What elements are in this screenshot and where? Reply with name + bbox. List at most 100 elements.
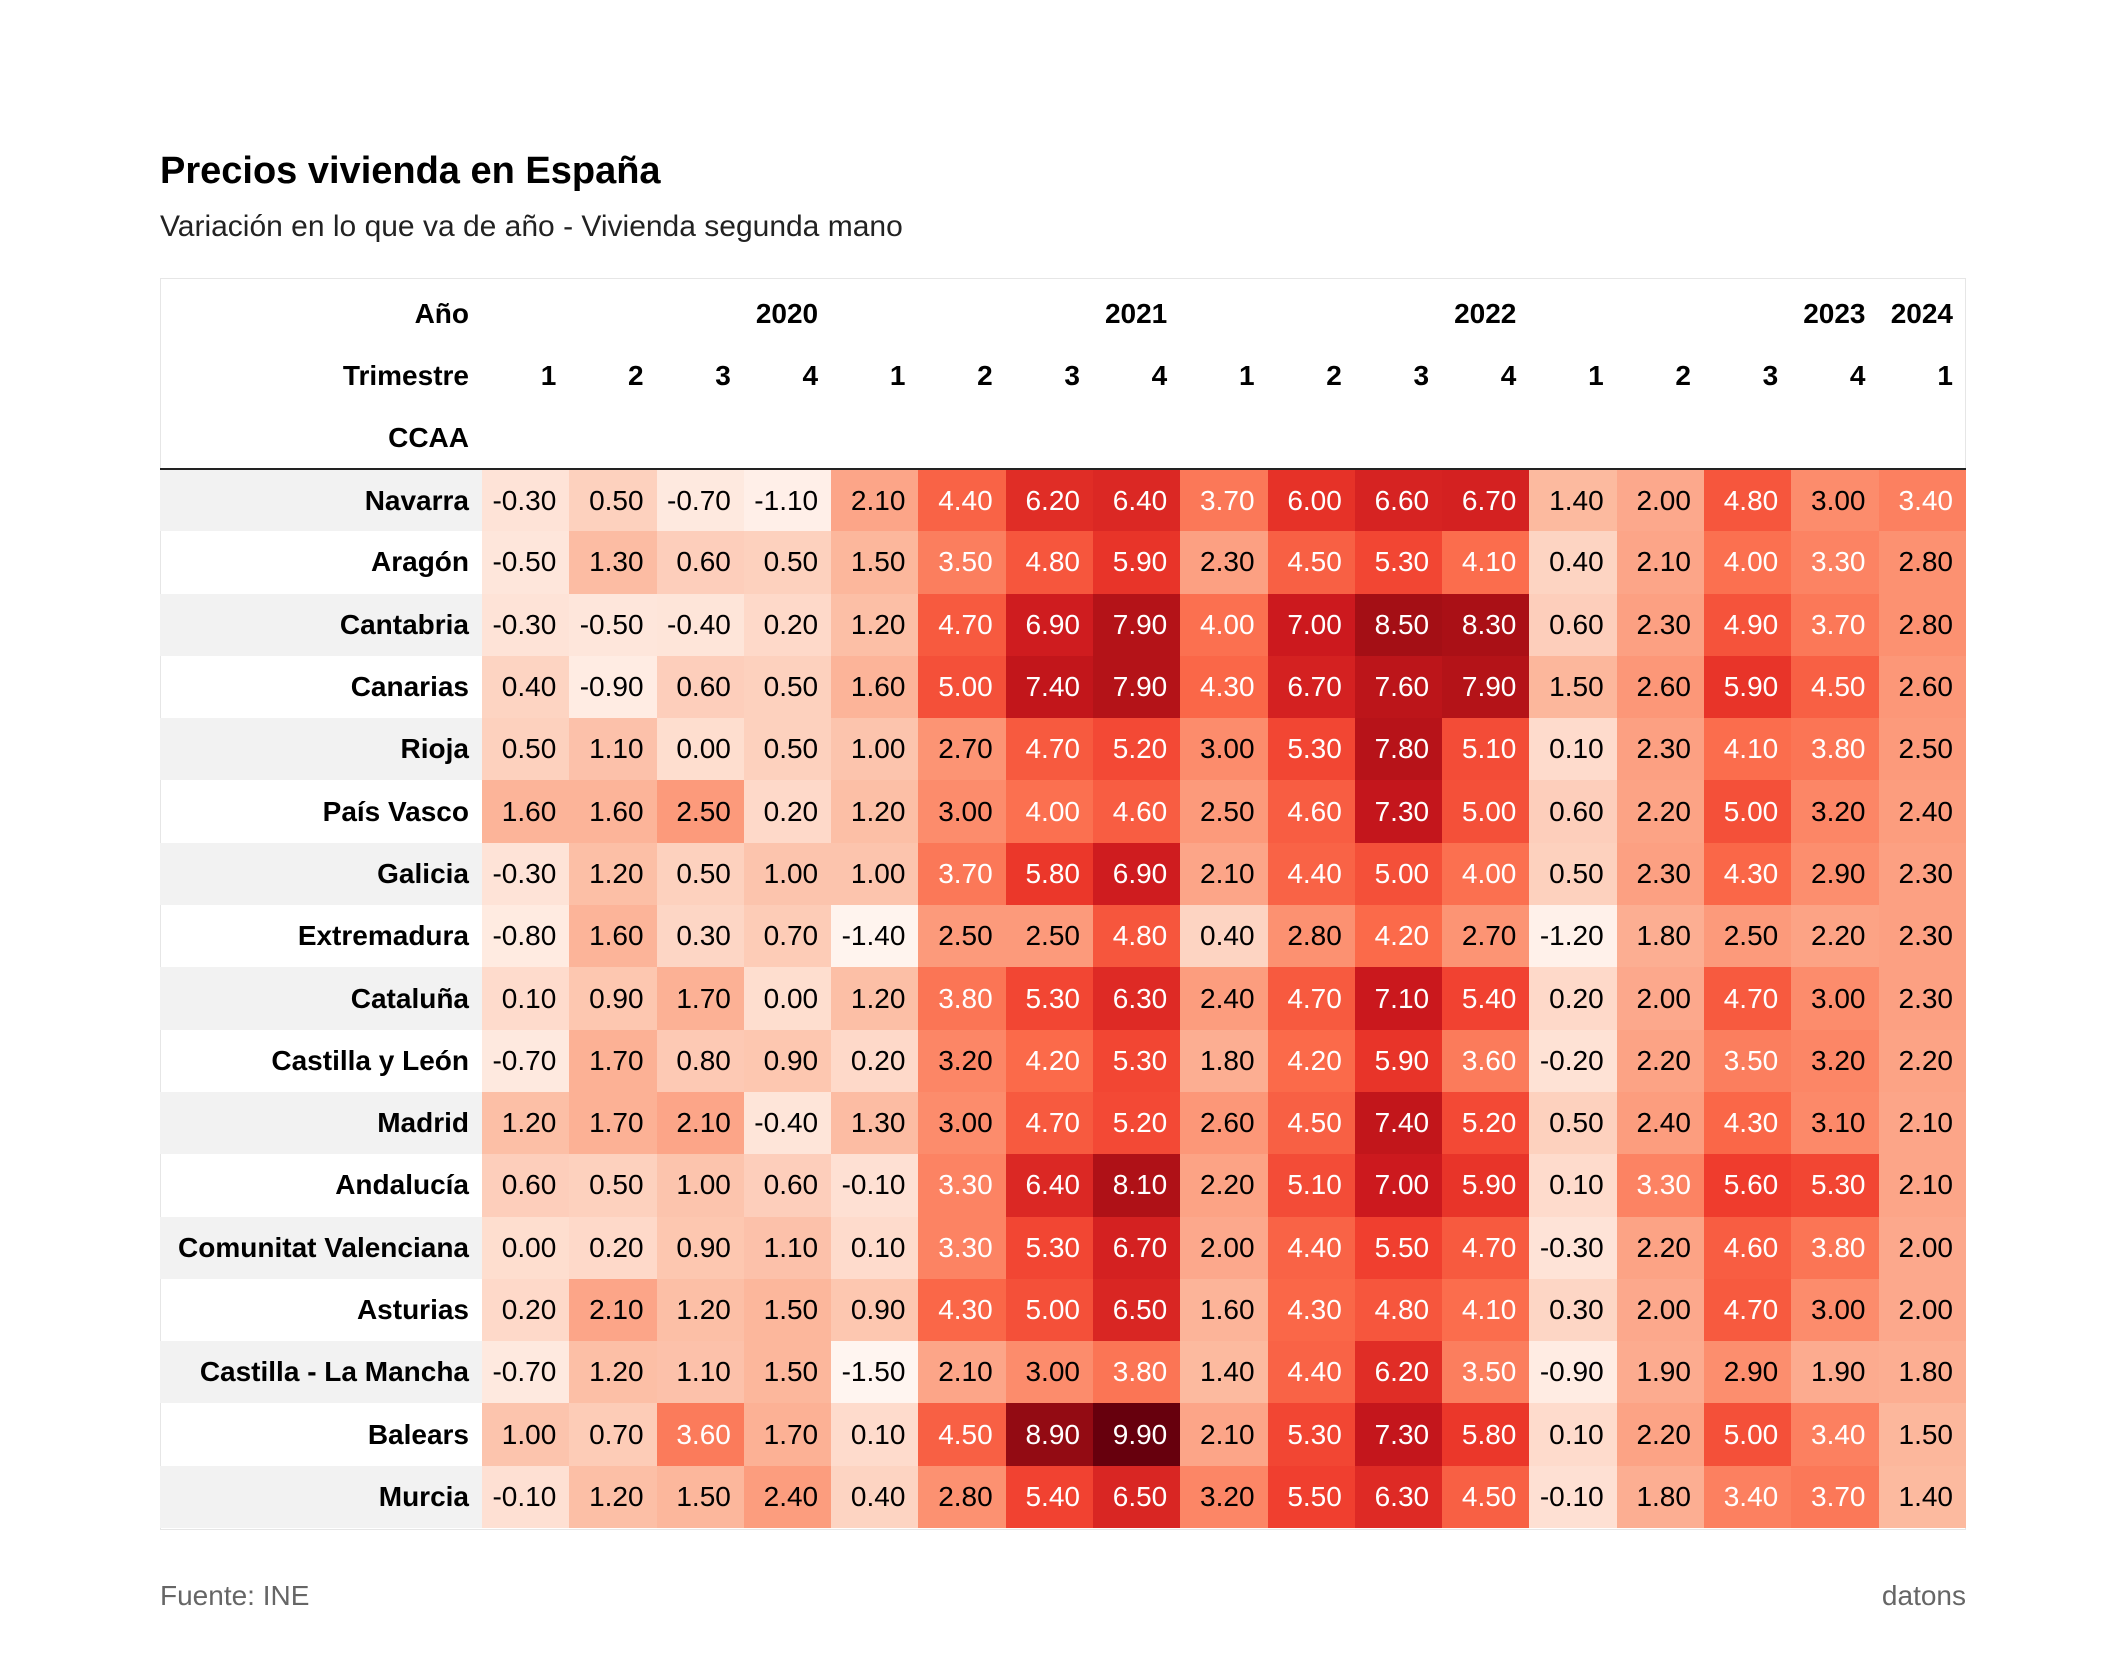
heat-cell: 6.60 <box>1354 469 1443 532</box>
heat-cell: 5.30 <box>1791 1154 1879 1217</box>
heat-cell: 5.00 <box>918 655 1006 719</box>
heat-cell: -0.90 <box>1529 1341 1617 1404</box>
heat-cell: 1.30 <box>569 531 657 594</box>
heat-cell: 2.10 <box>831 469 919 532</box>
heat-cell: 1.90 <box>1616 1341 1704 1404</box>
heat-cell: 0.90 <box>569 967 657 1030</box>
heat-cell: 0.80 <box>656 1029 744 1092</box>
heat-cell: 0.30 <box>656 905 744 968</box>
heat-cell: 6.90 <box>1005 593 1093 656</box>
heat-cell: 2.80 <box>1878 531 1966 594</box>
quarter-label: 3 <box>1413 360 1430 391</box>
heat-cell: 2.40 <box>1616 1091 1704 1155</box>
heat-cell: 4.70 <box>918 593 1006 656</box>
heat-cell: 3.30 <box>918 1154 1006 1217</box>
heat-cell: 0.00 <box>656 718 744 781</box>
table-row: Andalucía 0.60 0.50 1.00 0.60 -0.10 3.30 6.40 8.… <box>160 1154 1966 1217</box>
region-header-row: CCAA <box>160 407 1966 470</box>
heat-cell: 8.10 <box>1092 1154 1181 1217</box>
table-row: Cataluña 0.10 0.90 1.70 0.00 1.20 3.80 5.30 6.30… <box>160 967 1966 1030</box>
heat-cell: 1.60 <box>1180 1278 1268 1342</box>
heat-cell: 5.00 <box>1005 1278 1093 1342</box>
heat-cell: 0.60 <box>656 655 744 719</box>
heat-cell: 1.30 <box>831 1091 919 1155</box>
heat-cell: -0.90 <box>569 655 657 719</box>
heat-cell: 5.30 <box>1354 531 1443 594</box>
heat-cell: 2.10 <box>918 1341 1006 1404</box>
heat-cell: 5.50 <box>1267 1465 1355 1529</box>
region-label: Rioja <box>160 718 482 781</box>
chart-title: Precios vivienda en España <box>160 150 661 192</box>
heat-cell: 0.40 <box>831 1465 919 1529</box>
heat-cell: -0.70 <box>482 1029 570 1092</box>
year-spacer <box>1529 283 1791 345</box>
heat-cell: 5.10 <box>1267 1154 1355 1217</box>
heat-cell: 7.30 <box>1354 780 1443 843</box>
heat-cell: -1.20 <box>1529 905 1617 968</box>
quarter-label: 4 <box>1849 360 1866 391</box>
heat-cell: 1.20 <box>569 842 657 906</box>
heat-cell: 1.50 <box>656 1465 744 1529</box>
heat-cell: 2.70 <box>1442 905 1530 968</box>
year-label: 2024 <box>1890 298 1953 329</box>
year-header-label: Año <box>414 298 469 329</box>
heat-cell: 5.80 <box>1005 842 1093 906</box>
heat-cell: 6.50 <box>1092 1278 1181 1342</box>
heat-cell: 0.50 <box>656 842 744 906</box>
heat-cell: 2.10 <box>656 1091 744 1155</box>
heat-cell: 7.80 <box>1354 718 1443 781</box>
quarter-label: 4 <box>1500 360 1517 391</box>
heat-cell: 5.30 <box>1267 1403 1355 1466</box>
heat-cell: 1.70 <box>743 1403 832 1466</box>
heat-cell: 3.70 <box>1180 469 1268 532</box>
heat-cell: 3.60 <box>656 1403 744 1466</box>
heat-cell: 4.40 <box>1267 842 1355 906</box>
heat-cell: 1.20 <box>831 780 919 843</box>
heat-cell: 4.80 <box>1092 905 1181 968</box>
heat-cell: 0.60 <box>656 531 744 594</box>
heat-cell: 5.20 <box>1442 1091 1530 1155</box>
year-label: 2023 <box>1803 298 1866 329</box>
heat-cell: 3.60 <box>1442 1029 1530 1092</box>
heat-cell: 4.40 <box>918 469 1006 532</box>
heat-cell: 1.80 <box>1878 1341 1966 1404</box>
heat-cell: 4.30 <box>918 1278 1006 1342</box>
heat-cell: 4.60 <box>1703 1216 1792 1279</box>
region-label: Galicia <box>160 842 482 906</box>
brand-label: datons <box>1881 1580 1966 1611</box>
heat-cell: 5.50 <box>1354 1216 1443 1279</box>
heat-cell: 0.30 <box>1529 1278 1617 1342</box>
heat-cell: 4.50 <box>1442 1465 1530 1529</box>
heat-cell: 3.80 <box>918 967 1006 1030</box>
heat-cell: 0.10 <box>1529 718 1617 781</box>
heat-cell: 3.10 <box>1791 1091 1879 1155</box>
heat-cell: 2.50 <box>918 905 1006 968</box>
heat-cell: 1.80 <box>1616 1465 1704 1529</box>
heat-cell: 2.20 <box>1616 1216 1704 1279</box>
heat-cell: 3.80 <box>1092 1341 1181 1404</box>
table-row: Balears 1.00 0.70 3.60 1.70 0.10 4.50 8.90 9.90 2… <box>160 1403 1966 1466</box>
heat-cell: 3.50 <box>1703 1029 1792 1092</box>
heat-cell: 2.00 <box>1180 1216 1268 1279</box>
heat-cell: 2.00 <box>1878 1216 1966 1279</box>
heat-cell: 5.40 <box>1005 1465 1093 1529</box>
heat-cell: 1.00 <box>656 1154 744 1217</box>
heat-cell: 4.70 <box>1005 1091 1093 1155</box>
heat-cell: -1.40 <box>831 905 919 968</box>
heat-cell: -0.10 <box>482 1465 570 1529</box>
heat-cell: 0.60 <box>743 1154 832 1217</box>
heat-cell: 3.00 <box>918 780 1006 843</box>
heat-cell: 4.80 <box>1354 1278 1443 1342</box>
heat-cell: 7.90 <box>1442 655 1530 719</box>
region-label: Canarias <box>350 671 469 703</box>
heat-cell: 4.20 <box>1354 905 1443 968</box>
quarter-header-row: Trimestre 1 2 3 4 1 2 3 4 1 2 3 4 1 2 3 4 1 <box>160 345 1966 407</box>
heat-cell: 2.60 <box>1180 1091 1268 1155</box>
heat-cell: 6.40 <box>1005 1154 1093 1217</box>
heat-cell: 3.00 <box>1791 469 1879 532</box>
heat-cell: 5.80 <box>1442 1403 1530 1466</box>
heat-cell: 1.80 <box>1616 905 1704 968</box>
region-label: Murcia <box>160 1465 482 1529</box>
year-header-row: Año 2020 2021 2022 2023 2024 <box>160 283 1966 345</box>
heat-cell: 0.90 <box>743 1029 832 1092</box>
